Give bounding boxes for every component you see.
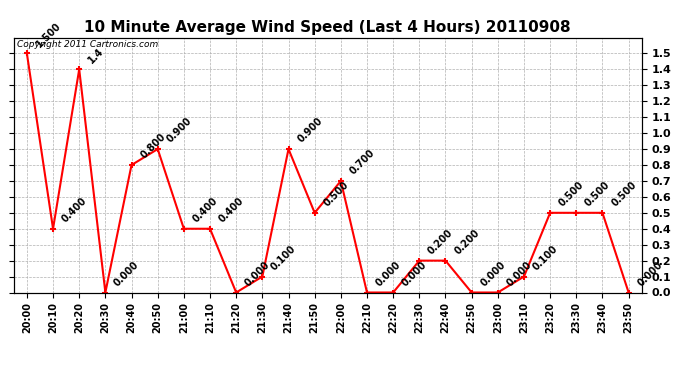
Text: 0.100: 0.100 xyxy=(269,244,298,272)
Text: 0.800: 0.800 xyxy=(139,132,168,161)
Text: 0.000: 0.000 xyxy=(400,260,429,288)
Text: 0.400: 0.400 xyxy=(217,196,246,225)
Text: 1.500: 1.500 xyxy=(34,21,63,49)
Text: Copyright 2011 Cartronics.com: Copyright 2011 Cartronics.com xyxy=(17,40,158,49)
Text: 0.200: 0.200 xyxy=(426,228,455,256)
Text: 0.000: 0.000 xyxy=(374,260,403,288)
Text: 0.500: 0.500 xyxy=(609,180,638,209)
Text: 0.400: 0.400 xyxy=(60,196,89,225)
Text: 0.000: 0.000 xyxy=(479,260,507,288)
Text: 0.000: 0.000 xyxy=(243,260,272,288)
Text: 0.000: 0.000 xyxy=(112,260,141,288)
Text: 1.4: 1.4 xyxy=(86,46,106,65)
Text: 0.200: 0.200 xyxy=(453,228,481,256)
Text: 0.400: 0.400 xyxy=(191,196,219,225)
Text: 0.900: 0.900 xyxy=(165,116,193,145)
Text: 0.500: 0.500 xyxy=(583,180,612,209)
Text: 0.700: 0.700 xyxy=(348,148,377,177)
Text: 0.000: 0.000 xyxy=(635,260,664,288)
Text: 0.000: 0.000 xyxy=(505,260,533,288)
Text: 0.500: 0.500 xyxy=(557,180,586,209)
Text: 0.500: 0.500 xyxy=(322,180,351,209)
Text: 0.100: 0.100 xyxy=(531,244,560,272)
Title: 10 Minute Average Wind Speed (Last 4 Hours) 20110908: 10 Minute Average Wind Speed (Last 4 Hou… xyxy=(84,20,571,35)
Text: 0.900: 0.900 xyxy=(295,116,324,145)
